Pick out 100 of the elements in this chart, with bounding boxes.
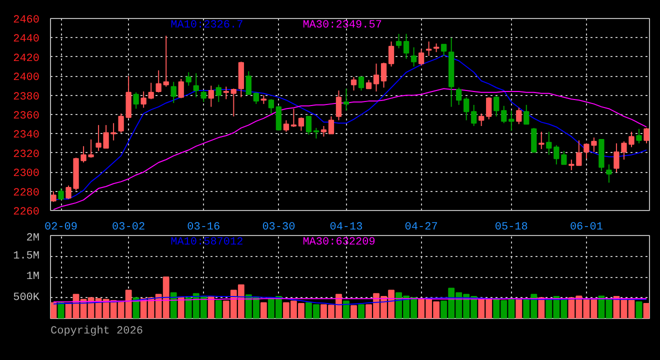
text: MA30:2349.57: [302, 20, 382, 32]
candlestick: [464, 96, 470, 121]
y-tick-label: 2280: [13, 187, 40, 200]
bar: [643, 303, 650, 318]
candlestick: [50, 190, 56, 202]
candlestick: [396, 33, 402, 49]
line-series: [53, 88, 647, 210]
candlestick: [230, 88, 236, 117]
bar: [178, 296, 184, 318]
x-tick-label: 04-27: [404, 222, 438, 234]
candlestick: [373, 63, 380, 92]
candlestick: [58, 188, 64, 200]
bar: [170, 292, 177, 318]
line-series: [53, 296, 647, 306]
candlestick: [471, 104, 477, 127]
candlestick: [283, 120, 290, 132]
x-tick-label: 06-01: [570, 222, 604, 234]
bar: [132, 297, 140, 318]
candlestick: [501, 105, 507, 124]
candlestick: [223, 86, 229, 100]
candlestick: [200, 90, 206, 103]
candlestick: [494, 96, 500, 117]
candlestick: [343, 88, 350, 112]
bar: [358, 304, 364, 318]
bar: [636, 301, 642, 318]
x-tick-label: 05-18: [494, 222, 528, 234]
candlestick: [246, 70, 252, 95]
x-tick-label: 03-30: [262, 222, 296, 234]
candlestick: [538, 131, 544, 150]
candlestick: [403, 33, 410, 60]
candlestick: [636, 128, 642, 144]
x-tick-label: 03-02: [112, 222, 146, 234]
x-tick-label: 04-13: [330, 222, 363, 234]
text: Copyright 2026: [50, 326, 143, 338]
candlestick: [253, 92, 259, 104]
text: MA10:587012: [170, 236, 244, 248]
y-tick-label: 500K: [13, 292, 40, 304]
y-tick-label: 2440: [13, 34, 40, 46]
candlestick: [208, 85, 214, 108]
bar: [343, 300, 350, 318]
candlestick: [516, 107, 522, 125]
candlestick: [320, 126, 327, 138]
bar: [215, 300, 222, 318]
candlestick: [546, 131, 552, 156]
y-tick-label: 2420: [13, 52, 40, 65]
y-tick-label: 2340: [13, 130, 40, 142]
bar: [50, 302, 57, 318]
bar: [538, 297, 545, 318]
x-tick-label: 02-09: [44, 222, 78, 234]
candlestick: [478, 113, 484, 127]
candlestick: [486, 96, 492, 120]
candlestick: [441, 44, 447, 56]
candlestick: [350, 76, 357, 91]
candlestick: [298, 116, 304, 132]
y-tick-label: 2260: [13, 206, 40, 218]
bar: [350, 305, 357, 318]
text: MA10:2326.7: [170, 20, 244, 32]
y-tick-label: 1M: [26, 271, 40, 283]
candlestick: [561, 150, 567, 165]
candlestick: [426, 41, 432, 56]
bar: [516, 298, 522, 318]
candlestick: [554, 144, 560, 165]
candlestick: [163, 35, 169, 88]
candlestick: [140, 90, 146, 108]
candlestick: [524, 104, 530, 125]
y-tick-label: 2360: [13, 110, 40, 122]
y-tick-label: 2320: [13, 148, 40, 161]
bar: [208, 296, 214, 318]
candlestick: [456, 87, 462, 106]
bar: [260, 302, 267, 318]
candlestick: [268, 98, 274, 114]
candlestick: [193, 72, 199, 98]
candlestick: [336, 90, 342, 121]
candlestick: [133, 92, 139, 110]
candlestick: [328, 116, 334, 134]
candlestick: [156, 70, 162, 93]
candlestick: [216, 84, 222, 103]
candlestick: [148, 82, 154, 100]
candlestick: [313, 127, 320, 139]
candlestick: [606, 164, 612, 184]
y-tick-label: 2460: [13, 14, 40, 26]
text: MA30:632209: [302, 236, 376, 248]
y-tick-label: 1.5M: [13, 250, 40, 262]
candlestick: [170, 81, 176, 104]
candlestick: [410, 46, 417, 67]
candlestick: [418, 48, 424, 66]
candlestick: [306, 116, 312, 136]
candlestick: [380, 62, 387, 88]
candlestick: [358, 76, 364, 91]
y-tick-label: 2300: [13, 168, 40, 180]
x-tick-label: 03-16: [187, 222, 220, 234]
candlestick: [186, 72, 192, 86]
y-tick-label: 2380: [13, 91, 40, 104]
candlestick: [614, 142, 620, 173]
candlestick: [178, 78, 184, 99]
y-tick-label: 2M: [26, 232, 40, 244]
candlestick: [644, 127, 650, 144]
candlestick: [388, 41, 394, 67]
candlestick: [290, 108, 297, 128]
candlestick: [276, 105, 282, 130]
